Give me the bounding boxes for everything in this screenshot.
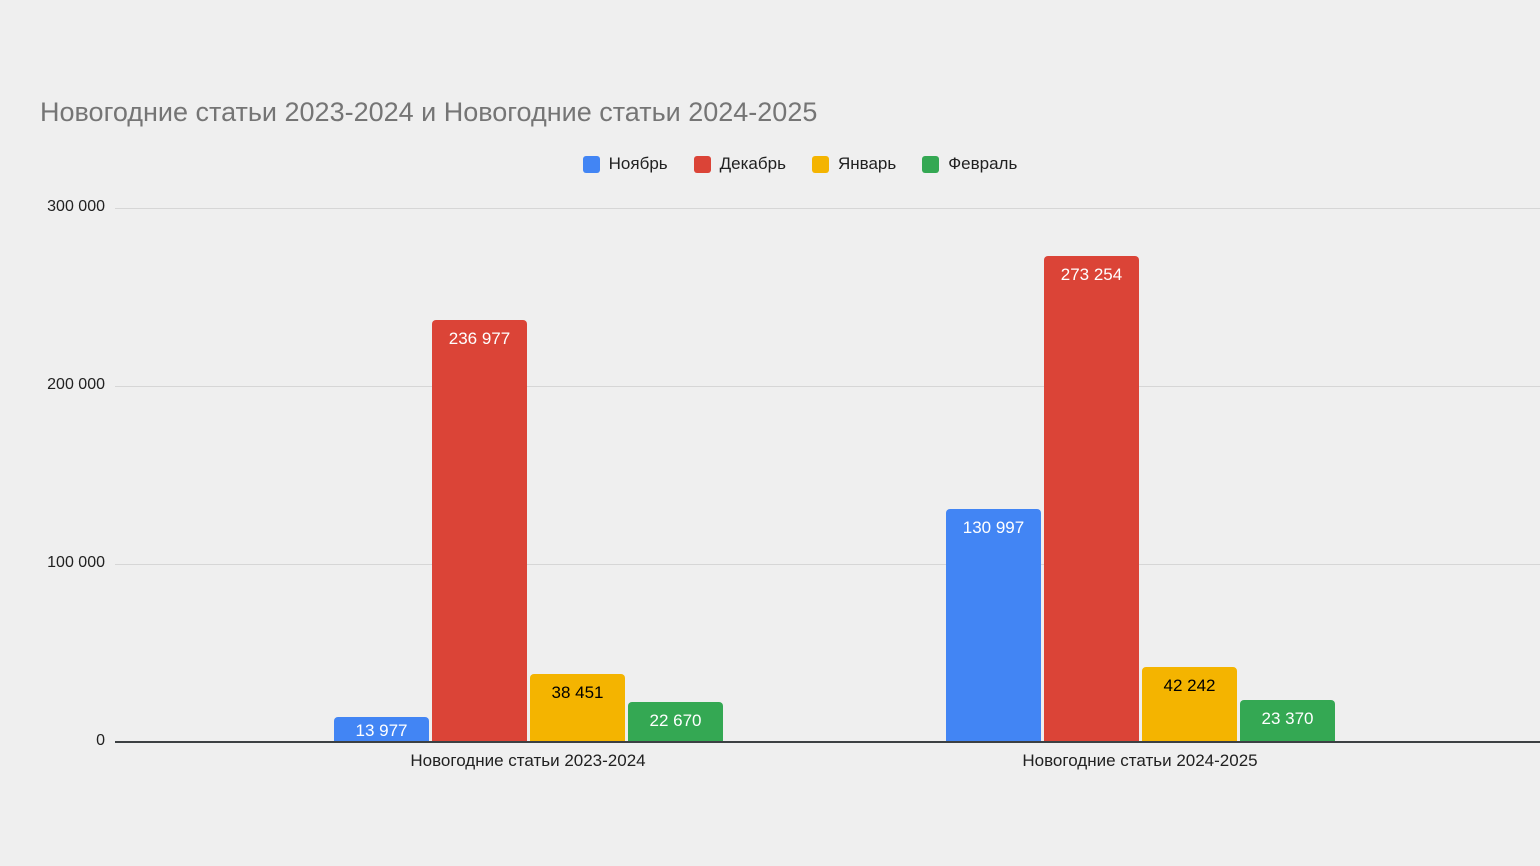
gridline bbox=[115, 208, 1540, 209]
gridline bbox=[115, 386, 1540, 387]
x-axis-category-label: Новогодние статьи 2023-2024 bbox=[410, 751, 646, 770]
bar bbox=[432, 320, 527, 742]
x-axis-category-label: Новогодние статьи 2024-2025 bbox=[1022, 751, 1258, 770]
gridline bbox=[115, 564, 1540, 565]
legend-item: Декабрь bbox=[693, 154, 786, 174]
y-axis-tick-label: 100 000 bbox=[47, 554, 105, 571]
chart-legend: Ноябрь Декабрь Январь Февраль bbox=[60, 154, 1540, 174]
legend-label: Декабрь bbox=[719, 154, 786, 173]
legend-label: Ноябрь bbox=[608, 154, 668, 173]
bar-value-label: 22 670 bbox=[649, 711, 702, 730]
bar bbox=[628, 702, 723, 742]
y-axis-tick-label: 0 bbox=[96, 732, 105, 749]
bar bbox=[530, 674, 625, 742]
bar-value-label: 38 451 bbox=[551, 683, 604, 702]
bar-value-label: 42 242 bbox=[1163, 676, 1216, 695]
legend-item: Февраль bbox=[922, 154, 1017, 174]
x-axis-line bbox=[115, 741, 1540, 743]
legend-swatch-icon bbox=[693, 155, 711, 173]
bar-value-label: 273 254 bbox=[1060, 265, 1123, 284]
legend-label: Январь bbox=[837, 154, 897, 173]
legend-label: Февраль bbox=[948, 154, 1018, 173]
y-axis-tick-label: 300 000 bbox=[47, 198, 105, 215]
y-axis-tick-label: 200 000 bbox=[47, 376, 105, 393]
legend-item: Январь bbox=[811, 154, 897, 174]
legend-swatch-icon bbox=[811, 155, 829, 173]
chart-title: Новогодние статьи 2023-2024 и Новогодние… bbox=[40, 97, 818, 127]
bar-value-label: 13 977 bbox=[355, 721, 408, 740]
legend-swatch-icon bbox=[922, 155, 940, 173]
bar-value-label: 236 977 bbox=[448, 329, 511, 348]
legend-swatch-icon bbox=[582, 155, 600, 173]
bar-value-label: 130 997 bbox=[962, 518, 1025, 537]
legend-item: Ноябрь bbox=[582, 154, 668, 174]
bar bbox=[946, 509, 1041, 742]
bar-value-label: 23 370 bbox=[1261, 709, 1314, 728]
bar bbox=[334, 717, 429, 742]
bar bbox=[1044, 256, 1139, 742]
bar bbox=[1142, 667, 1237, 742]
bar bbox=[1240, 700, 1335, 742]
